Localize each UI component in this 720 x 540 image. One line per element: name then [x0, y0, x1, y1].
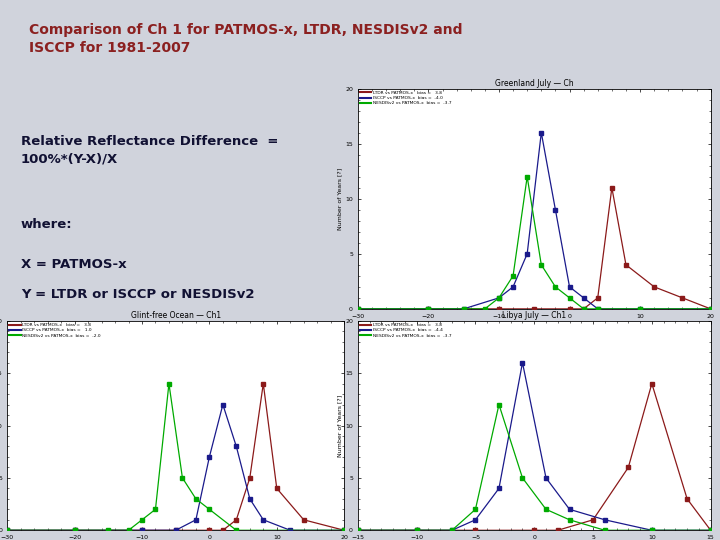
- Text: Y = LTDR or ISCCP or NESDISv2: Y = LTDR or ISCCP or NESDISv2: [21, 288, 254, 301]
- X-axis label: Relative Reflectance Difference [%]: Relative Reflectance Difference [%]: [478, 321, 590, 327]
- Text: Comparison of Ch 1 for PATMOS-x, LTDR, NESDISv2 and
ISCCP for 1981-2007: Comparison of Ch 1 for PATMOS-x, LTDR, N…: [29, 23, 462, 55]
- Y-axis label: Number of Years [?]: Number of Years [?]: [338, 394, 342, 457]
- Title: Greenland July — Ch: Greenland July — Ch: [495, 79, 574, 88]
- Text: Relative Reflectance Difference  =
100%*(Y-X)/X: Relative Reflectance Difference = 100%*(…: [21, 135, 279, 166]
- Legend: LTDR vs PATMOS-x   bias =   3.8, ISCCP vs PATMOS-x  bias =   1.0, NESDISv2 vs PA: LTDR vs PATMOS-x bias = 3.8, ISCCP vs PA…: [9, 322, 102, 339]
- Title: Glint-free Ocean — Ch1: Glint-free Ocean — Ch1: [130, 311, 221, 320]
- Y-axis label: Number of Years [?]: Number of Years [?]: [338, 167, 342, 230]
- Legend: LTDR vs PATMOS-x   bias =   3.8, ISCCP vs PATMOS-x  bias =  -4.0, NESDISv2 vs PA: LTDR vs PATMOS-x bias = 3.8, ISCCP vs PA…: [359, 90, 452, 106]
- Text: where:: where:: [21, 218, 73, 231]
- Title: Libya July — Ch1: Libya July — Ch1: [502, 311, 567, 320]
- Legend: LTDR vs PATMOS-x   bias =   3.8, ISCCP vs PATMOS-x  bias =  -4.4, NESDISv2 vs PA: LTDR vs PATMOS-x bias = 3.8, ISCCP vs PA…: [359, 322, 452, 339]
- Text: X = PATMOS-x: X = PATMOS-x: [21, 258, 127, 271]
